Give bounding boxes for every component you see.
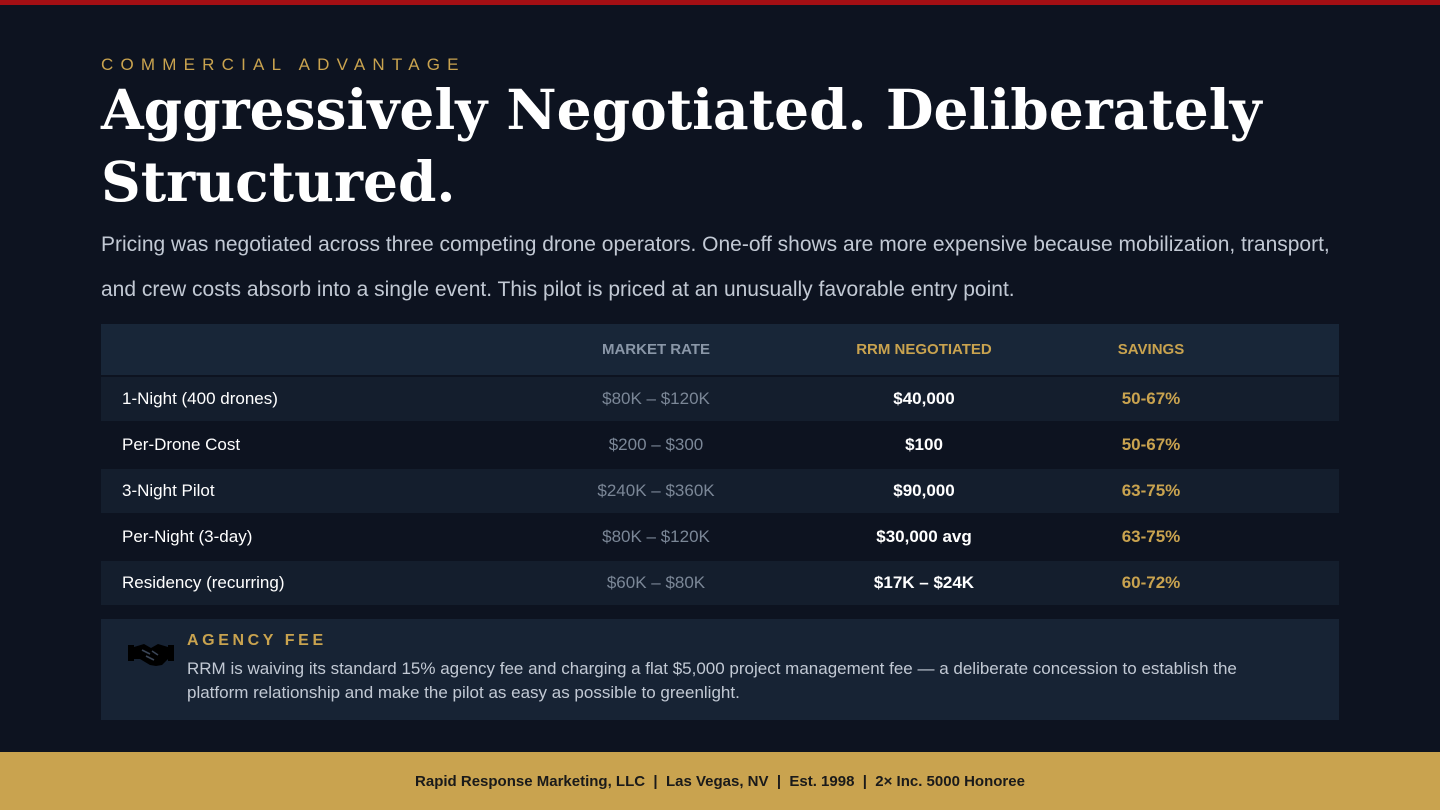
pricing-table: MARKET RATE RRM NEGOTIATED SAVINGS 1-Nig… <box>101 324 1339 605</box>
footer-text: Rapid Response Marketing, LLC | Las Vega… <box>415 772 1025 790</box>
agency-fee-text: RRM is waiving its standard 15% agency f… <box>187 659 1237 702</box>
column-header-market-rate: MARKET RATE <box>601 341 711 358</box>
row-market-rate: $80K – $120K <box>602 389 710 408</box>
row-savings: 50-67% <box>1121 389 1181 408</box>
column-header-rrm-negotiated: RRM NEGOTIATED <box>856 341 992 358</box>
row-negotiated: $17K – $24K <box>873 573 975 592</box>
row-savings: 60-72% <box>1121 573 1181 592</box>
row-item-label: Per-Drone Cost <box>122 435 241 454</box>
row-savings: 50-67% <box>1121 435 1181 454</box>
top-accent-bar <box>0 0 1440 5</box>
row-market-rate: $80K – $120K <box>602 527 710 546</box>
table-row: Residency (recurring) $60K – $80K $17K –… <box>101 561 1339 605</box>
row-market-rate: $60K – $80K <box>606 573 706 592</box>
row-negotiated: $30,000 avg <box>876 527 972 546</box>
row-market-rate: $240K – $360K <box>597 481 715 500</box>
row-market-rate: $200 – $300 <box>608 435 704 454</box>
page-title: Aggressively Negotiated. Deliberately St… <box>101 77 1262 214</box>
agency-fee-label: AGENCY FEE <box>187 632 327 649</box>
agency-fee-callout: AGENCY FEE RRM is waiving its standard 1… <box>101 619 1339 720</box>
row-item-label: Residency (recurring) <box>122 573 285 592</box>
table-header-row: MARKET RATE RRM NEGOTIATED SAVINGS <box>101 324 1339 375</box>
handshake-icon <box>128 644 174 666</box>
intro-paragraph: Pricing was negotiated across three comp… <box>101 233 1330 301</box>
table-row: Per-Night (3-day) $80K – $120K $30,000 a… <box>101 515 1339 559</box>
table-row: 3-Night Pilot $240K – $360K $90,000 63-7… <box>101 469 1339 513</box>
row-negotiated: $90,000 <box>893 481 955 500</box>
column-header-savings: SAVINGS <box>1117 341 1185 358</box>
footer-bar: Rapid Response Marketing, LLC | Las Vega… <box>0 752 1440 810</box>
row-item-label: 1-Night (400 drones) <box>122 389 278 408</box>
section-eyebrow: COMMERCIAL ADVANTAGE <box>101 55 466 74</box>
row-negotiated: $40,000 <box>893 389 955 408</box>
row-negotiated: $100 <box>905 435 943 454</box>
table-row: Per-Drone Cost $200 – $300 $100 50-67% <box>101 423 1339 467</box>
row-savings: 63-75% <box>1121 527 1181 546</box>
table-row: 1-Night (400 drones) $80K – $120K $40,00… <box>101 377 1339 421</box>
row-item-label: Per-Night (3-day) <box>122 527 253 546</box>
row-savings: 63-75% <box>1121 481 1181 500</box>
row-item-label: 3-Night Pilot <box>122 481 215 500</box>
